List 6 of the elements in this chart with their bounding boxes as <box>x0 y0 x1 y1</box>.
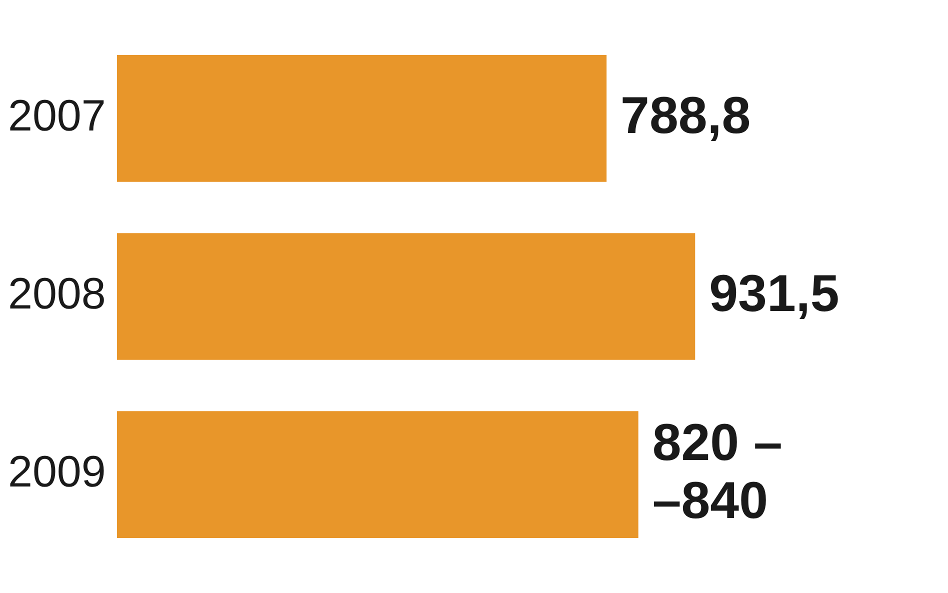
y-tick-label: 2007 <box>8 92 106 141</box>
y-tick-label: 2009 <box>8 448 106 497</box>
data-label: 931,5 <box>709 264 840 323</box>
data-label: 788,8 <box>620 86 751 145</box>
y-tick-label: 2008 <box>8 270 106 319</box>
annotation: 820 – –840 <box>652 414 782 530</box>
